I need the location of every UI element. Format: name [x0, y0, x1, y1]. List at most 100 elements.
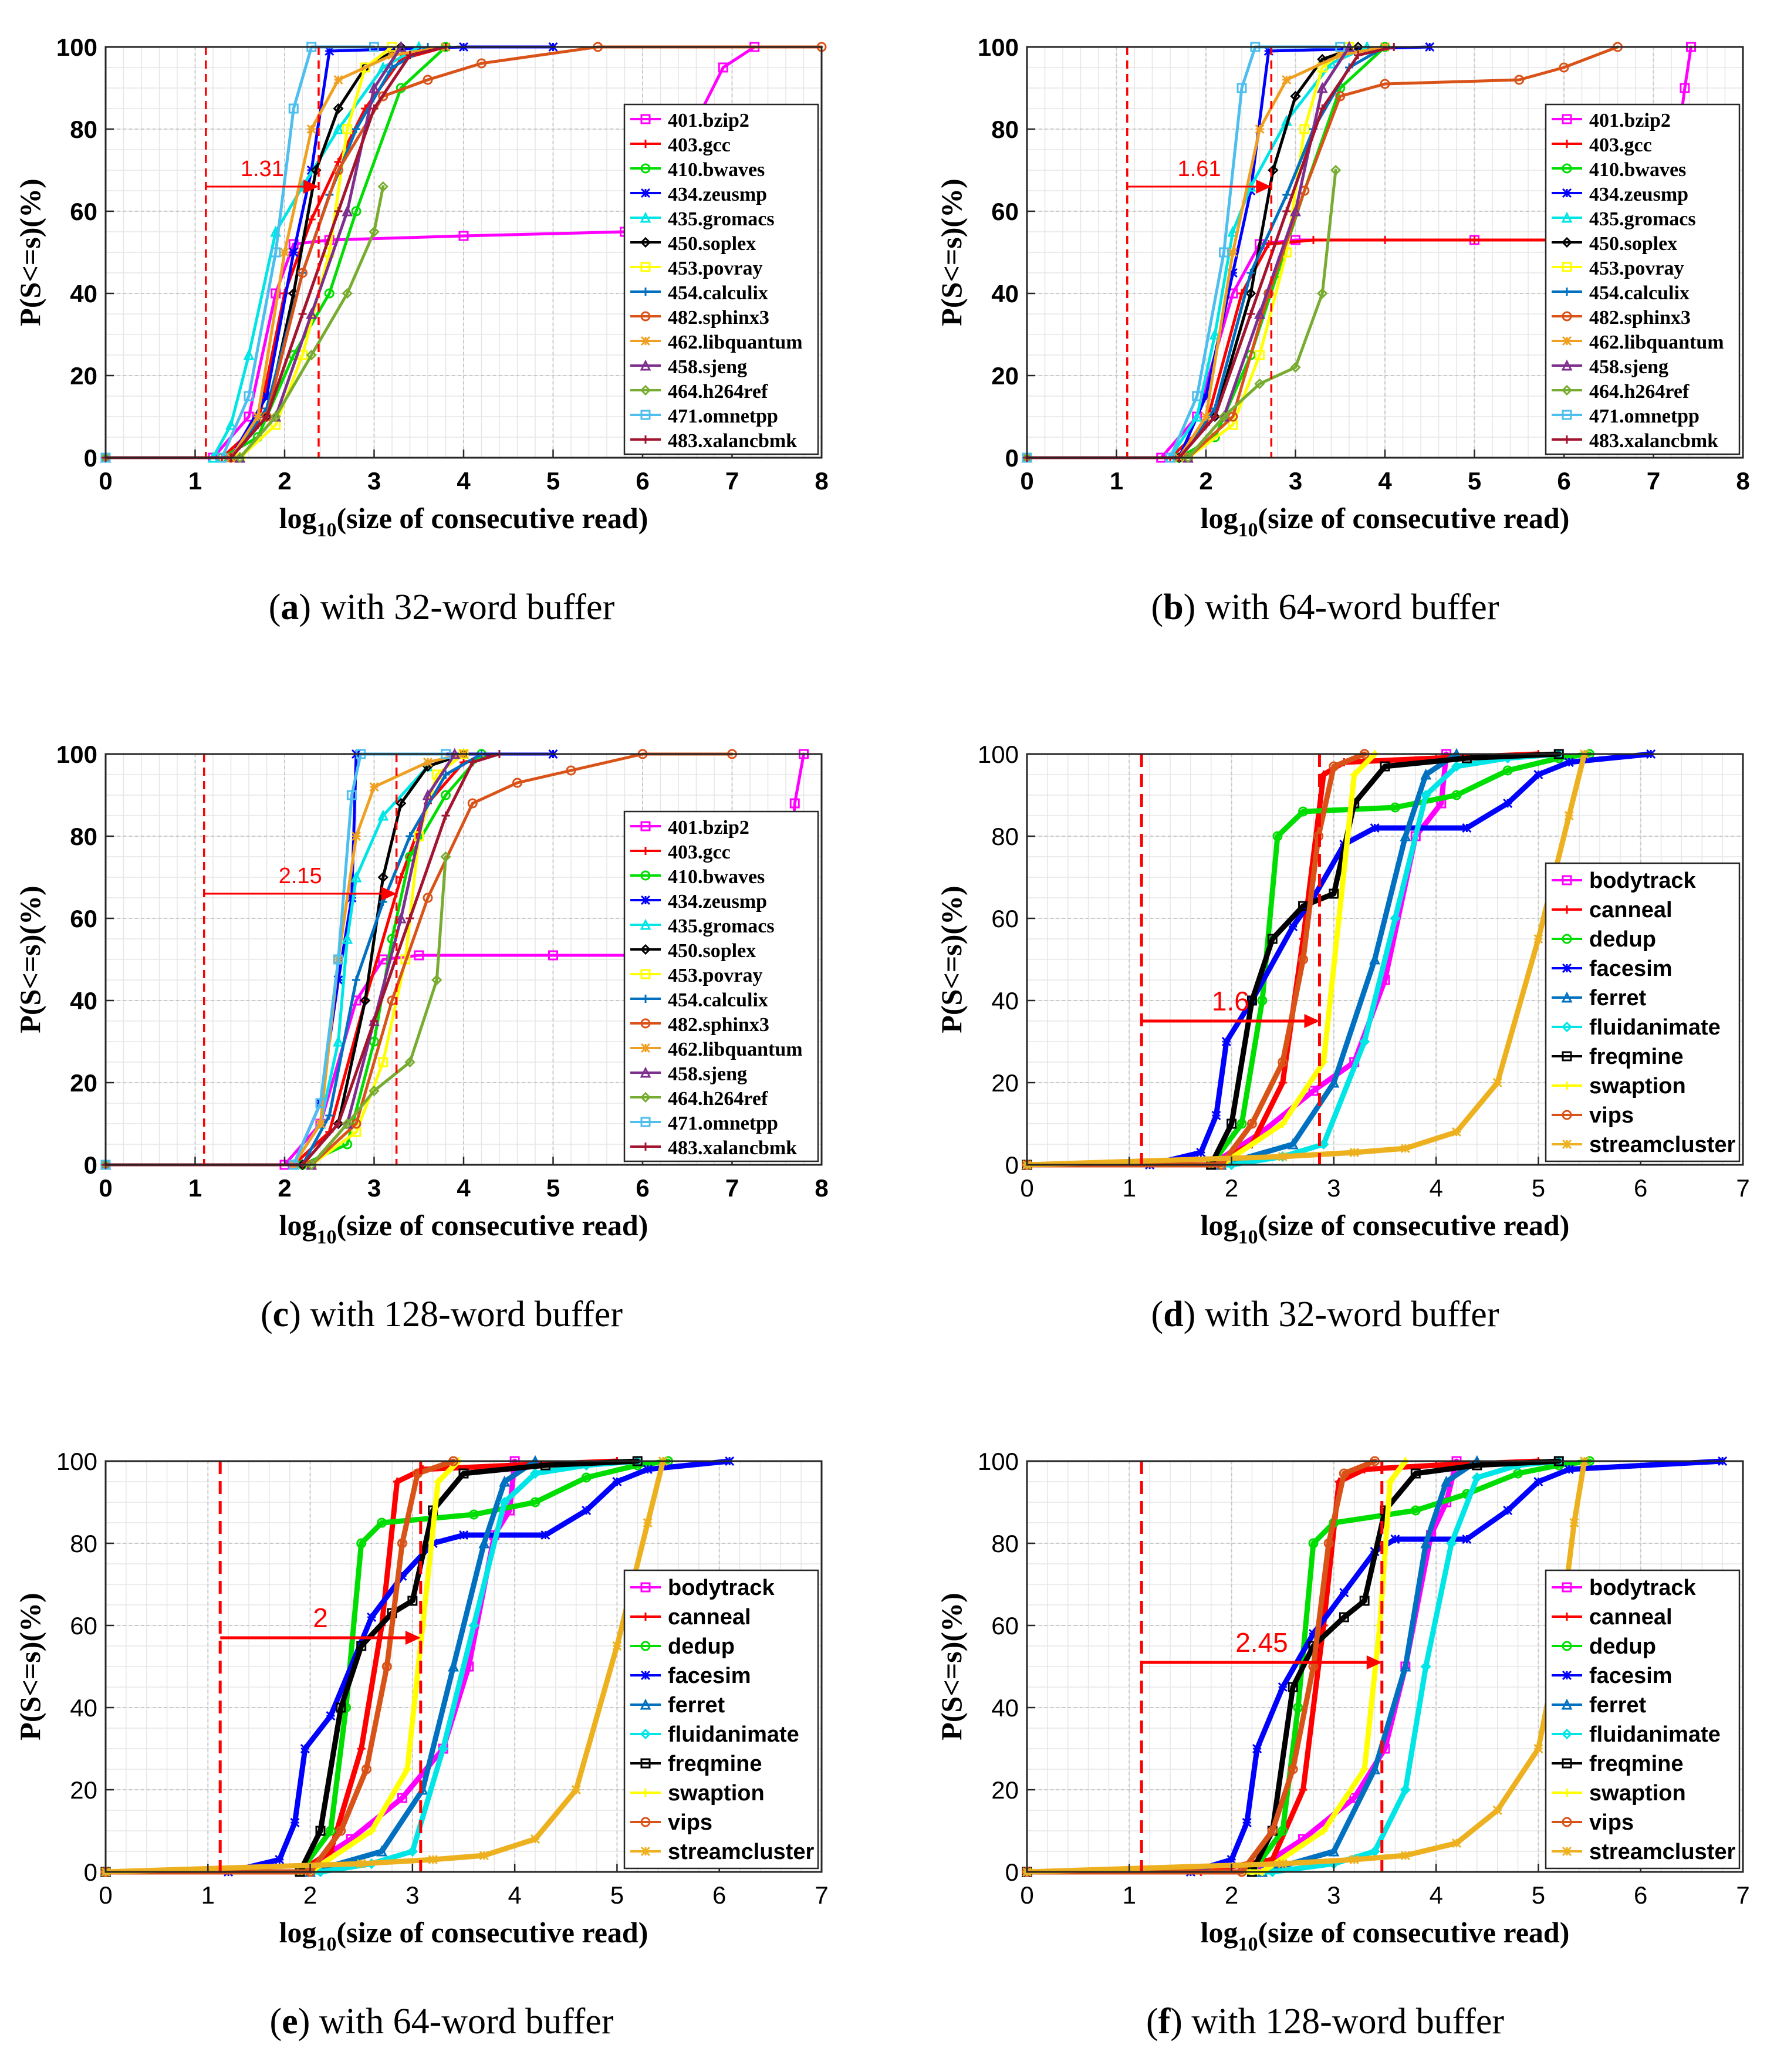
y-tick-label: 80	[991, 116, 1019, 143]
data-point	[1451, 760, 1462, 772]
legend-label: streamcluster	[668, 1840, 814, 1864]
legend-marker	[640, 410, 651, 420]
legend-label: 471.omnetpp	[1589, 405, 1700, 427]
data-point	[1293, 1702, 1303, 1713]
data-point	[225, 418, 236, 430]
legend-label: 403.gcc	[1589, 134, 1652, 156]
legend-marker	[641, 435, 650, 444]
chart-panel-d: 1.6 0 1 2 3 4 5 6 7 0 20 40 60 80 100 log10(size of con…	[935, 741, 1750, 1247]
data-point	[336, 1702, 346, 1713]
x-tick-label: 8	[1736, 467, 1749, 495]
legend-label: 482.sphinx3	[668, 1014, 769, 1036]
data-point	[1400, 830, 1411, 841]
x-tick-label: 5	[1532, 1881, 1545, 1909]
data-point	[1420, 1537, 1432, 1549]
data-point	[1462, 1534, 1472, 1544]
data-point	[1278, 1682, 1288, 1692]
x-tick-label: 2	[303, 1881, 317, 1909]
y-tick-label: 0	[1005, 1858, 1019, 1886]
data-point	[288, 103, 299, 114]
annotation-label: 2.15	[279, 864, 322, 888]
data-point	[1400, 1660, 1411, 1672]
legend: bodytrack canneal dedup facesim ferret fluida…	[1545, 1569, 1741, 1870]
legend-label: facesim	[1589, 956, 1673, 981]
x-tick-label: 7	[815, 1881, 828, 1909]
legend-marker	[1562, 163, 1572, 174]
legend-marker	[640, 1728, 651, 1740]
legend-marker	[1562, 875, 1572, 885]
x-tick-label: 2	[278, 1174, 291, 1202]
legend-label: 434.zeusmp	[668, 184, 767, 205]
data-point	[350, 871, 362, 883]
caption-letter: a	[281, 587, 299, 627]
legend-box	[1545, 103, 1741, 455]
y-axis-label: P(S<=s)(%)	[935, 885, 968, 1033]
data-point	[434, 1478, 442, 1486]
legend-label: 464.h264ref	[668, 381, 768, 403]
legend-marker	[1562, 1051, 1572, 1062]
data-point	[1267, 1866, 1278, 1878]
legend-label: 401.bzip2	[1589, 110, 1671, 131]
y-tick-label: 100	[56, 1448, 97, 1475]
legend-marker	[641, 1143, 650, 1151]
x-tick-label: 6	[1634, 1174, 1647, 1202]
data-point	[423, 75, 433, 85]
data-point	[387, 50, 397, 60]
legend-label: 453.povray	[668, 965, 763, 986]
legend-label: 462.libquantum	[668, 332, 803, 353]
data-point	[1298, 954, 1309, 965]
legend-label: ferret	[1589, 986, 1646, 1010]
data-point	[440, 851, 451, 863]
data-point	[1335, 91, 1346, 102]
data-point	[468, 1620, 479, 1631]
data-point	[1288, 1682, 1298, 1692]
legend-label: streamcluster	[1589, 1133, 1735, 1157]
data-point	[377, 1517, 387, 1528]
data-point	[1359, 1036, 1370, 1047]
series-line-435-gromacs	[1025, 45, 1369, 459]
legend-marker	[640, 163, 651, 174]
data-point	[1221, 1036, 1231, 1047]
data-point	[1329, 888, 1339, 899]
data-point	[1201, 391, 1211, 401]
data-point	[458, 1530, 469, 1540]
data-point	[431, 974, 442, 986]
y-tick-label: 40	[991, 280, 1019, 307]
legend-label: 434.zeusmp	[668, 891, 767, 912]
data-point	[370, 1017, 379, 1025]
caption-text: with 32-word buffer	[1204, 1294, 1499, 1334]
axes-frame	[1026, 753, 1744, 1166]
legend-label: 471.omnetpp	[668, 405, 778, 427]
data-point	[1330, 164, 1342, 176]
data-point	[1299, 1786, 1307, 1794]
series-line-freqmine	[1024, 751, 1562, 1168]
data-point	[315, 1098, 326, 1108]
annotation-label: 2.45	[1235, 1627, 1288, 1658]
data-point	[1288, 1764, 1298, 1774]
data-point	[306, 124, 316, 134]
x-tick-label: 1	[188, 467, 202, 495]
annotation-arrowhead	[1304, 1014, 1320, 1028]
data-point	[1569, 1517, 1579, 1528]
data-point	[342, 288, 353, 299]
y-tick-label: 100	[56, 33, 97, 61]
legend-marker	[640, 188, 651, 198]
data-point	[1211, 413, 1219, 421]
legend-label: vips	[1589, 1103, 1634, 1128]
data-point	[360, 62, 370, 73]
data-point	[298, 268, 308, 278]
legend-label: fluidanimate	[1589, 1015, 1721, 1040]
data-point	[1282, 75, 1292, 85]
data-point	[270, 411, 281, 422]
data-point	[1400, 1143, 1410, 1154]
legend-marker	[1562, 1846, 1572, 1857]
data-point	[1420, 789, 1431, 801]
data-point	[262, 413, 271, 421]
legend-marker	[1562, 1670, 1572, 1681]
caption-letter: e	[282, 2002, 298, 2041]
data-point	[1192, 391, 1202, 401]
y-tick-label: 0	[1005, 1151, 1019, 1179]
caption-f: (f) with 128-word buffer	[1146, 2002, 1505, 2041]
data-point	[369, 782, 379, 792]
